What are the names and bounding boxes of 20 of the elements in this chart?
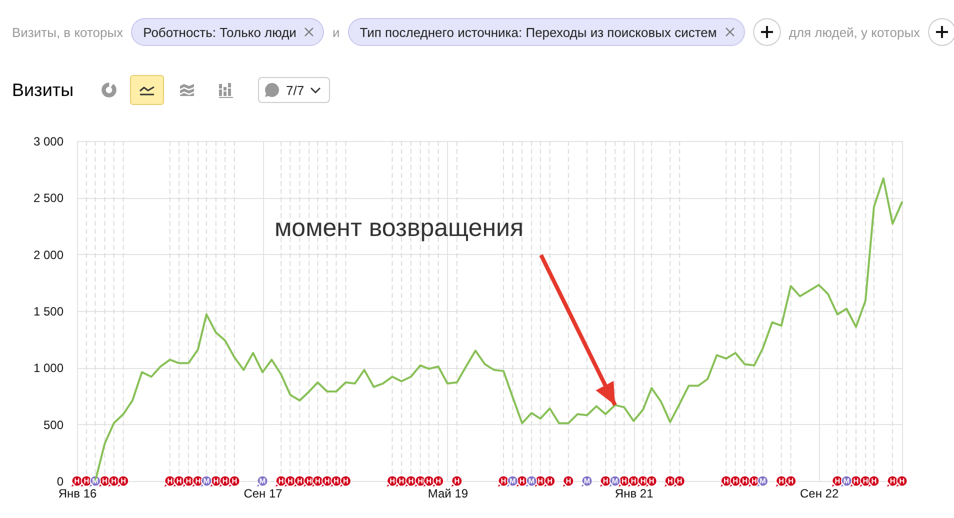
x-tick-label: Сен 17 <box>244 486 283 500</box>
text: Визиты, в которых <box>12 24 124 40</box>
y-tick-label: 2 000 <box>33 248 64 262</box>
annotation: момент возвращения <box>274 214 524 242</box>
chart-title: Визиты <box>12 80 74 100</box>
y-tick-label: 1 000 <box>33 361 64 376</box>
y-tick-label: 2 500 <box>33 191 64 206</box>
filter-tag: Роботность: Только люди <box>131 18 324 46</box>
y-tick-label: 3 000 <box>33 134 64 148</box>
x-tick-label: Сен 22 <box>800 486 839 500</box>
y-tick-label: 500 <box>43 418 64 432</box>
x-tick-label: Янв 16 <box>58 486 97 500</box>
x-tick-label: Янв 21 <box>614 486 654 500</box>
text: и <box>332 24 340 40</box>
comments-button: 7/7 <box>258 77 330 103</box>
filter-tag: Тип последнего источника: Переходы из поисковых систем <box>348 18 745 46</box>
y-tick-label: 1 500 <box>33 304 64 318</box>
text: для людей, у которых <box>788 24 920 40</box>
x-tick-label: Май 19 <box>428 486 468 500</box>
y-tick-label: 0 <box>56 474 64 488</box>
